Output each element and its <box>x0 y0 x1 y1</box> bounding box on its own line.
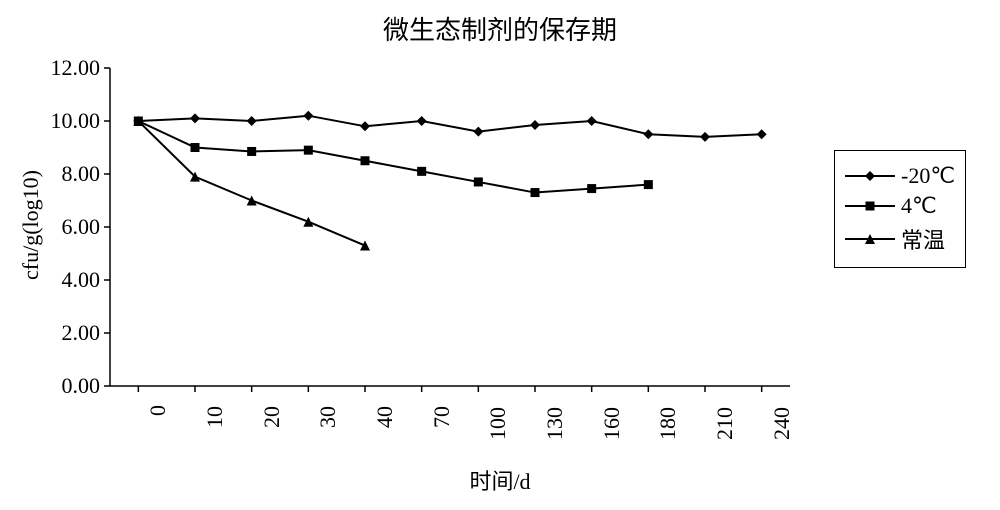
legend: -20℃ 4℃ 常温 <box>834 150 966 268</box>
x-tick-label: 240 <box>769 407 795 440</box>
chart-container: 微生态制剂的保存期 cfu/g(log10) 时间/d 0.002.004.00… <box>0 0 1000 510</box>
legend-swatch <box>845 232 895 246</box>
legend-swatch <box>845 169 895 183</box>
legend-label: -20℃ <box>901 163 955 189</box>
y-tick-label: 6.00 <box>30 214 100 240</box>
y-tick-label: 10.00 <box>30 108 100 134</box>
legend-item: 常温 <box>845 223 955 255</box>
legend-label: 常温 <box>901 223 945 255</box>
x-tick-label: 0 <box>145 405 171 416</box>
x-tick-label: 210 <box>712 407 738 440</box>
legend-item: 4℃ <box>845 193 955 219</box>
legend-item: -20℃ <box>845 163 955 189</box>
x-tick-label: 160 <box>599 407 625 440</box>
legend-label: 4℃ <box>901 193 937 219</box>
y-tick-label: 12.00 <box>30 55 100 81</box>
y-tick-label: 2.00 <box>30 320 100 346</box>
y-tick-label: 8.00 <box>30 161 100 187</box>
x-tick-label: 10 <box>202 406 228 428</box>
x-tick-label: 20 <box>259 406 285 428</box>
y-tick-label: 0.00 <box>30 373 100 399</box>
x-tick-label: 70 <box>429 406 455 428</box>
x-tick-label: 180 <box>655 407 681 440</box>
x-tick-label: 130 <box>542 407 568 440</box>
x-tick-label: 100 <box>485 407 511 440</box>
x-tick-label: 40 <box>372 406 398 428</box>
legend-swatch <box>845 199 895 213</box>
x-tick-label: 30 <box>315 406 341 428</box>
y-tick-label: 4.00 <box>30 267 100 293</box>
